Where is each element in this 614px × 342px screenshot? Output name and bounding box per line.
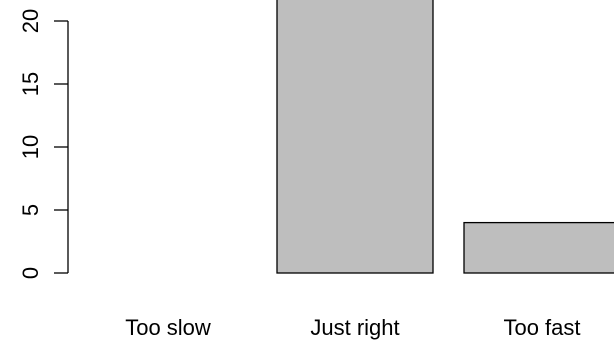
y-axis: 0 5 10 15 20: [18, 9, 69, 279]
y-tick-label: 15: [18, 72, 43, 96]
y-tick-label: 10: [18, 135, 43, 159]
bar-too-fast: [463, 221, 614, 274]
x-axis-labels: Too slow Just right Too fast: [125, 315, 580, 340]
x-category-label: Too slow: [125, 315, 211, 340]
y-tick-label: 5: [18, 204, 43, 216]
y-tick-label: 0: [18, 267, 43, 279]
x-category-label: Too fast: [503, 315, 580, 340]
x-category-label: Just right: [310, 315, 399, 340]
bars: [276, 0, 614, 274]
y-tick-label: 20: [18, 9, 43, 33]
bar-just-right: [276, 0, 434, 274]
